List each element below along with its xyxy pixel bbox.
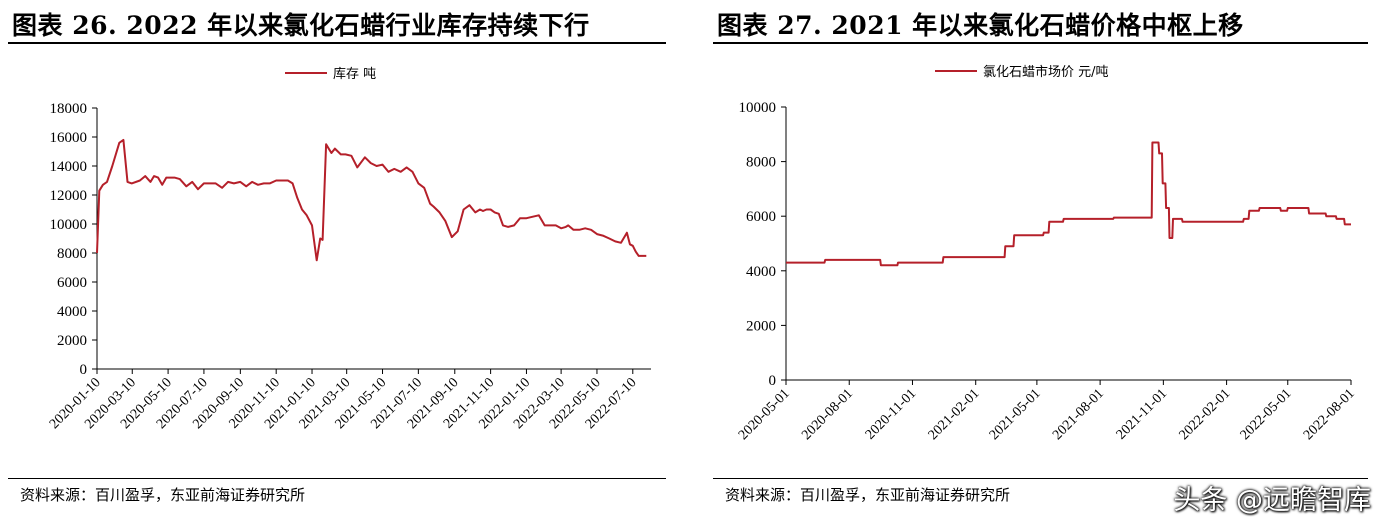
inventory-chart: 0 2000 4000 6000 8000 10000 12000 14000 16000 180… xyxy=(47,66,651,432)
y-tick-label: 4000 xyxy=(57,304,87,320)
y-tick-label: 4000 xyxy=(746,264,776,280)
x-tick-label: 2021-11-01 xyxy=(1114,386,1170,442)
y-tick-label: 10000 xyxy=(50,217,88,233)
y-tick-label: 0 xyxy=(80,362,88,378)
legend-label: 氯化石蜡市场价 元/吨 xyxy=(983,64,1109,80)
x-tick-label: 2021-02-01 xyxy=(926,386,983,443)
y-tick-label: 6000 xyxy=(746,209,776,225)
source-rule xyxy=(8,478,666,479)
y-tick-label: 8000 xyxy=(57,246,87,262)
x-tick-label: 2020-11-01 xyxy=(863,386,919,442)
y-tick-label: 16000 xyxy=(50,130,88,146)
x-tick-label: 2020-08-01 xyxy=(799,386,856,443)
y-tick-label: 2000 xyxy=(57,333,87,349)
y-tick-label: 6000 xyxy=(57,275,87,291)
x-tick-label: 2022-02-01 xyxy=(1177,386,1234,443)
figure-title: 图表 26. 2022 年以来氯化石蜡行业库存持续下行 xyxy=(12,11,590,40)
price-chart: 0 2000 4000 6000 8000 10000 2020-05-01 2020-08-… xyxy=(736,64,1358,443)
watermark: 头条 @远瞻智库 xyxy=(1173,485,1371,516)
x-tick-label: 2020-05-01 xyxy=(736,386,793,443)
y-tick-label: 8000 xyxy=(746,155,776,171)
x-tick-label: 2021-05-01 xyxy=(987,386,1044,443)
legend-label: 库存 吨 xyxy=(333,66,376,82)
y-tick-label: 18000 xyxy=(50,101,88,117)
figure-26: 图表 26. 2022 年以来氯化石蜡行业库存持续下行 0 2000 4000 600… xyxy=(0,0,670,517)
title-rule xyxy=(8,42,666,44)
y-tick-label: 10000 xyxy=(739,100,777,116)
y-tick-label: 0 xyxy=(769,373,777,389)
figure-title: 图表 27. 2021 年以来氯化石蜡价格中枢上移 xyxy=(717,11,1244,40)
x-tick-label: 2022-08-01 xyxy=(1301,386,1358,443)
y-tick-label: 12000 xyxy=(50,188,88,204)
title-rule xyxy=(713,42,1368,44)
source-rule xyxy=(713,478,1368,479)
source-note: 资料来源：百川盈孚，东亚前海证券研究所 xyxy=(20,486,306,504)
x-tick-label: 2022-05-01 xyxy=(1238,386,1295,443)
y-tick-label: 14000 xyxy=(50,159,88,175)
series-line xyxy=(96,138,647,262)
y-tick-label: 2000 xyxy=(746,318,776,334)
x-tick-label: 2021-08-01 xyxy=(1050,386,1107,443)
source-note: 资料来源：百川盈孚，东亚前海证券研究所 xyxy=(725,486,1011,504)
series-line xyxy=(786,141,1351,267)
figure-27: 图表 27. 2021 年以来氯化石蜡价格中枢上移 0 2000 4000 6000 8… xyxy=(705,0,1370,517)
